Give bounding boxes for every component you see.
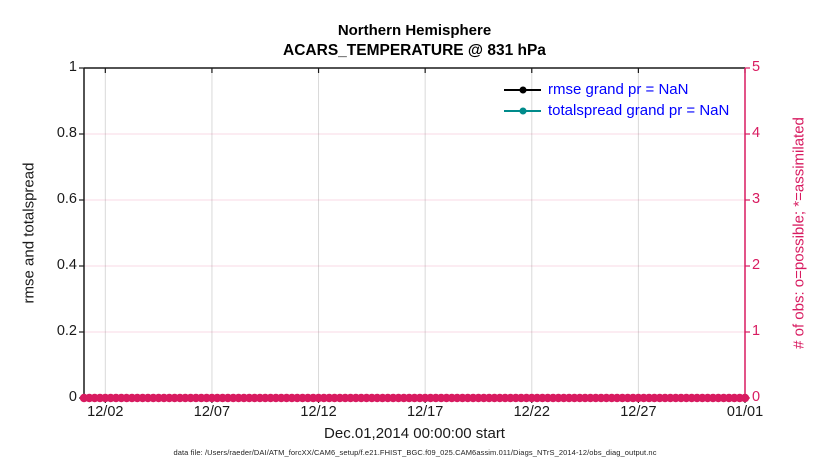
x-tick-label: 12/22 (513, 404, 550, 420)
y-tick-label-right: 4 (752, 125, 761, 141)
y-tick-label-left: 0.8 (56, 125, 77, 141)
y-tick-label-left: 0.4 (56, 257, 77, 273)
y-tick-label-right: 5 (752, 59, 761, 75)
left-axis-label: rmse and totalspread (20, 162, 38, 304)
legend-label-rmse: rmse grand pr = NaN (548, 81, 689, 98)
legend-item-rmse: rmse grand pr = NaN (504, 79, 729, 100)
x-tick-label: 01/01 (726, 404, 764, 420)
y-tick-label-right: 1 (752, 323, 761, 339)
caption-datafile: data file: /Users/raeder/DAI/ATM_forcXX/… (173, 448, 657, 457)
y-tick-label-left: 0 (68, 389, 77, 405)
legend-item-totalspread: totalspread grand pr = NaN (504, 100, 729, 121)
circle-marker-icon (519, 107, 526, 114)
right-axis-label: # of obs: o=possible; *=assimilated (790, 117, 808, 349)
figure-title: Northern Hemisphere (337, 22, 492, 39)
y-tick-label-right: 0 (752, 389, 761, 405)
y-tick-label-left: 1 (68, 59, 77, 75)
x-tick-label: 12/27 (620, 404, 657, 420)
x-tick-label: 12/17 (407, 404, 444, 420)
figure-subtitle: ACARS_TEMPERATURE @ 831 hPa (283, 42, 546, 59)
legend-line-sample-rmse (504, 86, 541, 93)
legend: rmse grand pr = NaN totalspread grand pr… (504, 79, 729, 121)
y-tick-label-left: 0.6 (56, 191, 77, 207)
x-axis-label: Dec.01,2014 00:00:00 start (324, 425, 505, 442)
y-tick-label-right: 2 (752, 257, 761, 273)
legend-label-totalspread: totalspread grand pr = NaN (548, 102, 730, 119)
circle-marker-icon (519, 86, 526, 93)
obs-count-marker (740, 393, 750, 403)
x-tick-label: 12/12 (300, 404, 337, 420)
y-tick-label-left: 0.2 (56, 323, 77, 339)
y-tick-label-right: 3 (752, 191, 761, 207)
x-tick-label: 12/02 (87, 404, 124, 420)
legend-line-sample-totalspread (504, 107, 541, 114)
x-tick-label: 12/07 (193, 404, 231, 420)
